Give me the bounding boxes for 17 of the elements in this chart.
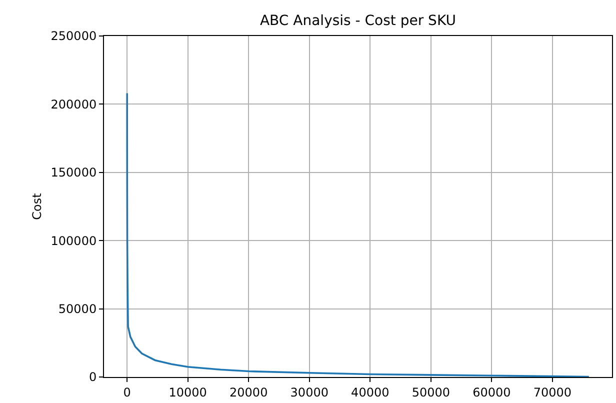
line-series: [126, 92, 590, 377]
y-tick-label: 0: [88, 370, 97, 384]
y-tick-label: 100000: [50, 234, 97, 248]
y-tick-label: 150000: [50, 166, 97, 180]
x-tick-label: 20000: [230, 385, 268, 400]
x-tick-label: 60000: [472, 385, 511, 400]
y-tick-label: 250000: [50, 29, 97, 44]
y-axis-title: Cost: [30, 192, 44, 220]
x-tick-label: 10000: [168, 385, 207, 400]
y-tick-label: 200000: [50, 97, 97, 112]
x-tick-label: 30000: [290, 385, 328, 400]
x-tick-label: 40000: [351, 385, 390, 400]
x-tick-label: 70000: [533, 385, 572, 400]
y-tick-label: 50000: [58, 302, 97, 316]
chart-title: ABC Analysis - Cost per SKU: [260, 12, 456, 29]
x-tick-label: 50000: [412, 385, 450, 400]
x-tick-label: 0: [123, 385, 131, 400]
